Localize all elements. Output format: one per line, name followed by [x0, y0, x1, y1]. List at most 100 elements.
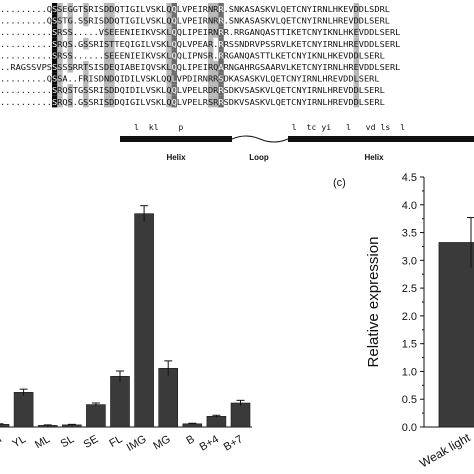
alignment-shade-cell — [83, 61, 89, 73]
alignment-shade-cell — [57, 72, 63, 85]
y-tick-label: 3.5 — [402, 228, 417, 240]
alignment-shade-cell — [171, 37, 177, 50]
alignment-shade-cell — [57, 3, 63, 15]
alignment-shade-cell — [109, 26, 115, 38]
alignment-shade-cell — [171, 84, 177, 96]
y-tick-label: 4.0 — [402, 200, 417, 212]
y-tick-label: 4.5 — [402, 172, 417, 184]
alignment-shade-cell — [57, 95, 63, 108]
helix-label-1: Helix — [166, 153, 186, 162]
alignment-shade-cell — [208, 61, 214, 73]
alignment-shade-cell — [104, 49, 110, 61]
chart-b-bars — [0, 205, 251, 428]
alignment-row: ..........SRSS......SEEENIEIKVSKLQQLIPNS… — [0, 50, 385, 60]
tick-label-fl: FL — [107, 433, 124, 450]
alignment-shade-cell — [218, 84, 224, 96]
chart-c-y-ticks: 0.0 0.5 1.0 1.5 2.0 2.5 3.0 3.5 4.0 4.5 — [402, 172, 424, 434]
alignment-shade-cell — [104, 3, 110, 15]
alignment-shade-cell — [104, 61, 110, 73]
alignment-shade-cell — [104, 37, 110, 50]
alignment-shade-cell — [104, 14, 110, 27]
bar-fl — [110, 376, 130, 428]
alignment-shade-cell — [353, 95, 359, 108]
alignment-shade-cell — [83, 72, 89, 85]
alignment-shade-cell — [171, 61, 177, 73]
alignment-shade-cell — [83, 84, 89, 96]
alignment-shade-cell — [67, 95, 73, 108]
alignment-shade-cell — [109, 37, 115, 50]
alignment-shade-cell — [83, 14, 89, 27]
alignment-shade-cell — [353, 3, 359, 15]
alignment-shade-cell — [208, 72, 214, 85]
bar-mg — [158, 368, 178, 428]
alignment-shade-cell — [213, 84, 219, 96]
alignment-shade-cell — [109, 61, 115, 73]
tick-label-sl: SL — [59, 433, 77, 450]
alignment-shade-cell — [218, 61, 224, 73]
chart-c-y-label: Relative expression — [365, 237, 382, 368]
alignment-shade-cell — [166, 14, 172, 27]
alignment-shade-cell — [166, 61, 172, 73]
alignment-shade-cell — [67, 37, 73, 50]
alignment-shade-cell — [218, 26, 224, 38]
alignment-row: ..RAGSSVPSSSSSRRTSISDEQIABEIQVSKLQQLIPEI… — [0, 62, 400, 72]
alignment-shade-cell — [166, 26, 172, 38]
alignment-row: ..........SRQS.GSSRISDDQIGILVSKLQQLVPELR… — [0, 97, 385, 107]
chart-c-bars — [438, 217, 474, 428]
alignment-shade-cell — [83, 95, 89, 108]
alignment-shade-cell — [213, 95, 219, 108]
alignment-row: .........QSSEGGTSRISDDQTIGILVSKLQQLVPEIR… — [0, 4, 390, 14]
y-tick-label: 1.0 — [402, 366, 417, 378]
y-tick-label: 1.5 — [402, 339, 417, 351]
alignment-shade-cell — [109, 95, 115, 108]
alignment-rows: .........QSSEGGTSRISDDQTIGILVSKLQQLVPEIR… — [0, 4, 400, 107]
alignment-row: ..........SRSS.....VSEEENIEIKVSKLQQLIPEI… — [0, 27, 400, 37]
alignment-shade-cell — [208, 84, 214, 96]
alignment-row: ..........SRQS.GSSRISTTEQIGILVSKLQQLVPEA… — [0, 39, 400, 49]
alignment-shade-cell — [109, 3, 115, 15]
chart-relative-expression: (c) Relative expression 0.0 0.5 1.0 1.5 2.0 2… — [333, 172, 474, 471]
alignment-shade-cell — [171, 14, 177, 27]
alignment-shade-cell — [353, 49, 359, 61]
alignment-shade-cell — [218, 72, 224, 85]
alignment-shade-cell — [109, 84, 115, 96]
alignment-shade-cell — [208, 3, 214, 15]
alignment-shade-cell — [208, 49, 214, 61]
alignment-shade-cell — [166, 37, 172, 50]
y-tick-label: 2.5 — [402, 283, 417, 295]
y-tick-label: 2.0 — [402, 311, 417, 323]
loop-label: Loop — [249, 153, 269, 162]
alignment-shade-cell — [166, 95, 172, 108]
y-tick-label: 3.0 — [402, 255, 417, 267]
alignment-shade-cell — [166, 72, 172, 85]
y-tick-label: 0.5 — [402, 394, 417, 406]
alignment-shade-cell — [171, 49, 177, 61]
alignment-shade-cell — [67, 49, 73, 61]
alignment-shade-cell — [171, 72, 177, 85]
alignment-shade-cell — [52, 72, 58, 85]
consensus-line: l kl p l tc yi l vd ls l — [134, 122, 405, 132]
tick-label-yl: YL — [10, 433, 28, 450]
bar-b-7 — [230, 402, 251, 428]
bar-yl — [13, 392, 34, 428]
alignment-row: .........QSSA..FRISDNDQIDILVSKLQQLVPDIRN… — [0, 74, 380, 84]
bar-img — [134, 213, 154, 428]
alignment-shade-cell — [353, 61, 359, 73]
alignment-shade-cell — [218, 37, 224, 50]
alignment-shade-cell — [353, 72, 359, 85]
alignment-shade-cell — [171, 3, 177, 15]
alignment-shade-cell — [353, 14, 359, 27]
alignment-shade-cell — [57, 26, 63, 38]
alignment-shade-cell — [353, 26, 359, 38]
alignment-shade-cell — [166, 49, 172, 61]
alignment-shade-cell — [166, 3, 172, 15]
helix-bar-2 — [288, 136, 474, 142]
alignment-shade-cell — [208, 37, 214, 50]
alignment-shade-cell — [208, 95, 214, 108]
conservation-shading — [52, 3, 359, 108]
alignment-shade-cell — [171, 95, 177, 108]
alignment-shade-cell — [104, 26, 110, 38]
bar-b-4 — [206, 416, 227, 428]
helix-label-2: Helix — [364, 153, 384, 162]
